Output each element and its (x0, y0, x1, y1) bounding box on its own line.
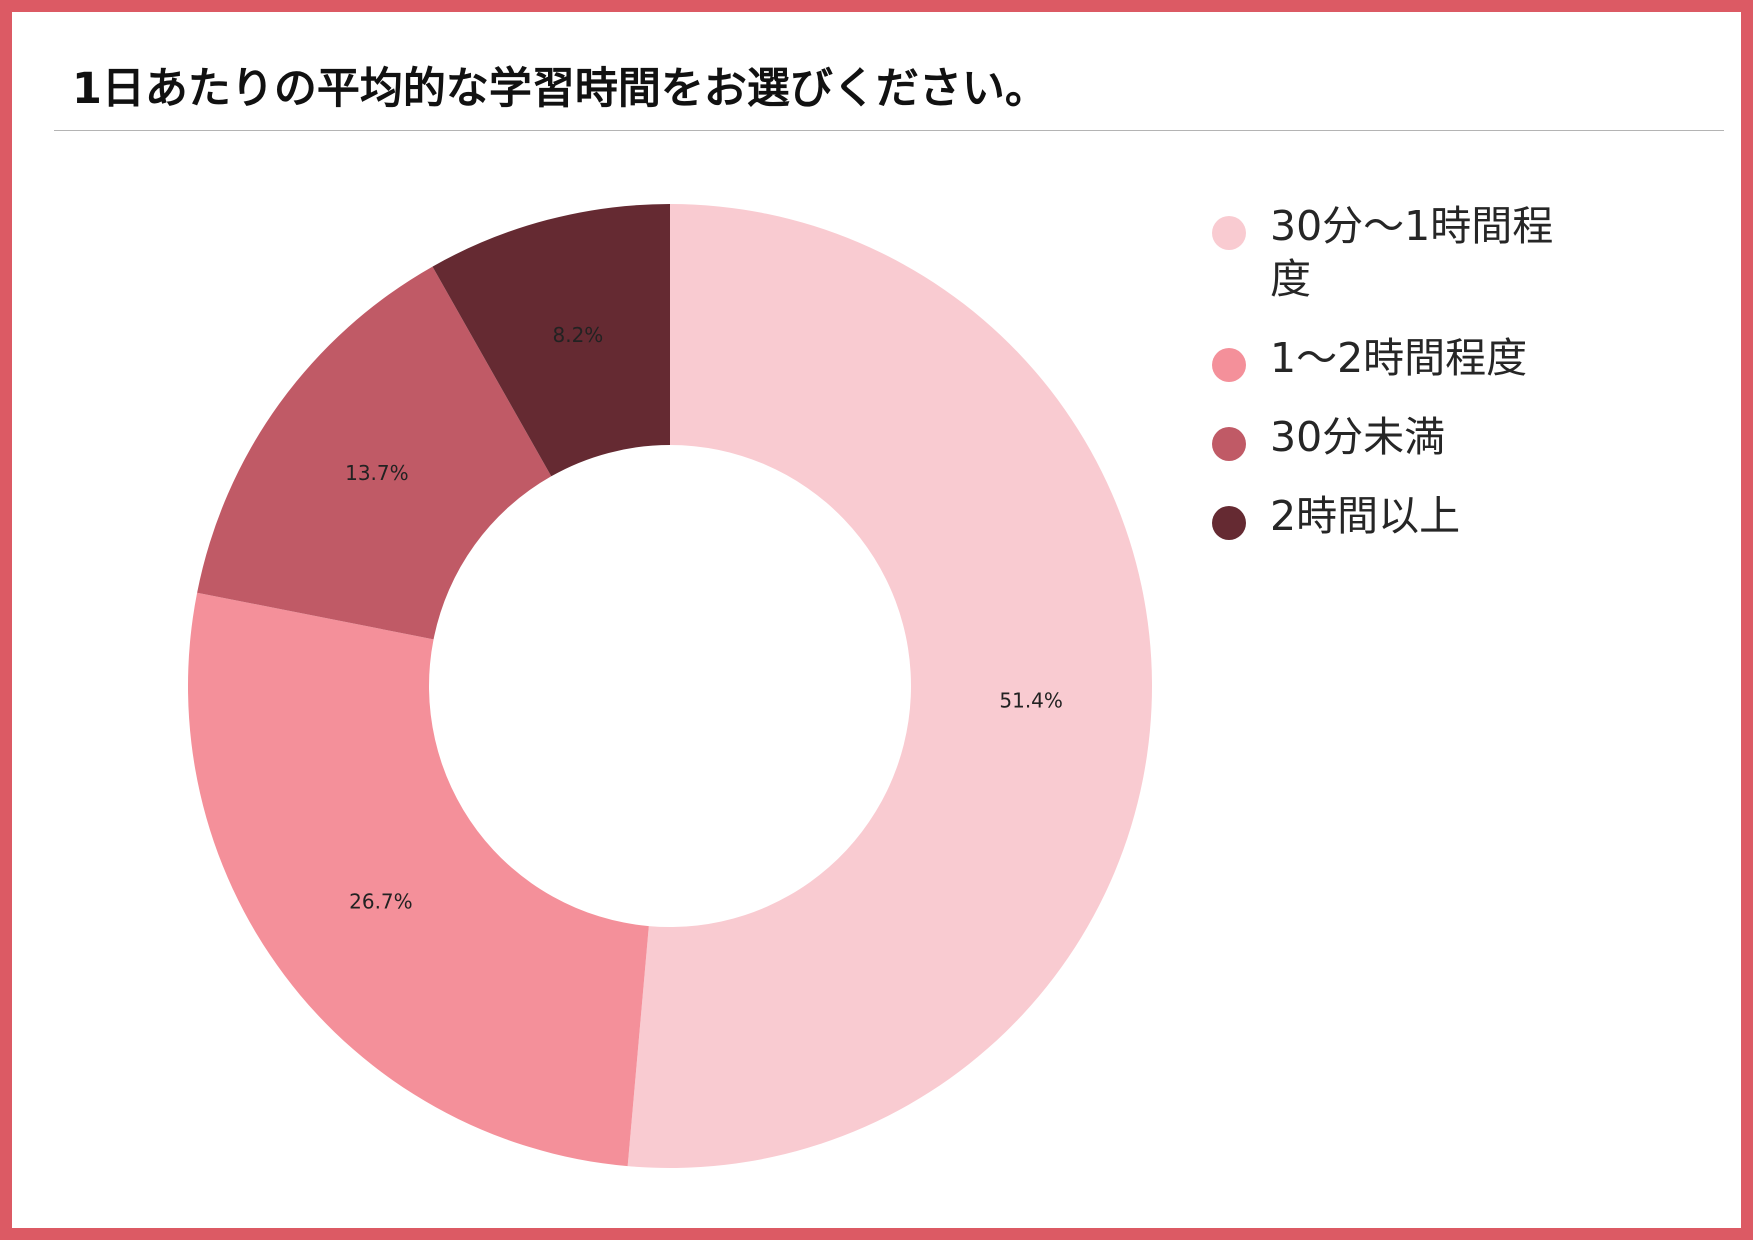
donut-slice-2 (188, 592, 649, 1167)
donut-chart: 51.4% 26.7% 13.7% 8.2% (188, 204, 1152, 1168)
donut-slice-3 (197, 266, 552, 640)
chart-legend: 30分〜1時間程度 1〜2時間程度 30分未満 2時間以上 (1212, 200, 1612, 569)
data-label-4: 8.2% (552, 323, 603, 347)
data-label-1: 51.4% (999, 688, 1063, 712)
donut-slice-1 (627, 204, 1152, 1168)
title-divider (54, 130, 1724, 131)
legend-label: 2時間以上 (1270, 492, 1461, 540)
legend-swatch-icon (1212, 216, 1246, 250)
legend-item-4: 2時間以上 (1212, 490, 1612, 543)
legend-label: 1〜2時間程度 (1270, 334, 1528, 382)
data-label-3: 13.7% (345, 461, 409, 485)
legend-label: 30分未満 (1270, 413, 1446, 461)
legend-swatch-icon (1212, 348, 1246, 382)
legend-item-1: 30分〜1時間程度 (1212, 200, 1612, 306)
legend-swatch-icon (1212, 506, 1246, 540)
legend-swatch-icon (1212, 427, 1246, 461)
legend-item-2: 1〜2時間程度 (1212, 332, 1612, 385)
legend-label: 30分〜1時間程度 (1270, 202, 1554, 303)
legend-item-3: 30分未満 (1212, 411, 1612, 464)
data-label-2: 26.7% (349, 890, 413, 914)
chart-title: 1日あたりの平均的な学習時間をお選びください。 (72, 64, 1048, 114)
donut-slice-4 (432, 204, 670, 477)
